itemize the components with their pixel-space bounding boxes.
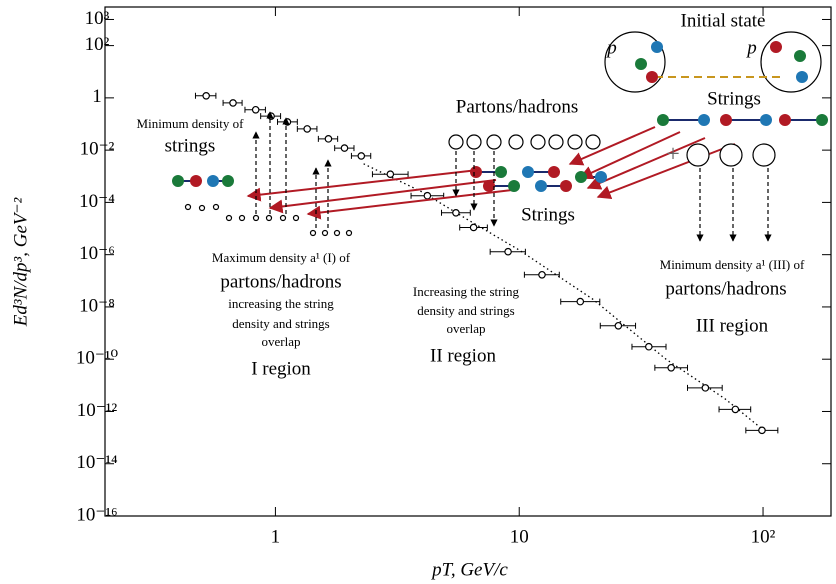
data-point — [324, 135, 333, 143]
data-point — [504, 247, 512, 256]
annotation: partons/hadrons — [220, 271, 341, 292]
data-point — [267, 112, 275, 120]
data-point — [538, 270, 546, 279]
annotation: Minimum density a¹ (III) of — [660, 257, 805, 272]
data-point — [452, 209, 460, 217]
y-tick-label: 10⁻² — [80, 138, 115, 159]
x-tick-label: 1 — [271, 526, 281, 547]
annotation: Maximum density a¹ (I) of — [212, 250, 351, 265]
annotation: overlap — [447, 321, 486, 336]
annotation: increasing the string — [228, 296, 334, 311]
y-tick-label: 10³ — [85, 8, 110, 29]
data-point — [701, 384, 710, 392]
annotation: overlap — [262, 334, 301, 349]
y-tick-label: 10⁻¹⁶ — [76, 504, 117, 525]
axes: 10³ 10² 1 10⁻² 10⁻⁴ 10⁻⁶ 10⁻⁸ 10⁻¹⁰ 10⁻¹² 10⁻¹⁴ 10… — [76, 7, 831, 547]
y-tick-label: 10⁻⁸ — [79, 295, 115, 316]
annotation: density and strings — [417, 303, 515, 318]
y-tick-label: 10⁻⁴ — [79, 191, 115, 212]
x-tick-label: 10² — [751, 526, 776, 547]
annotation: + — [666, 142, 680, 168]
data-point — [469, 223, 478, 232]
data-point — [340, 144, 349, 152]
data-point — [357, 152, 366, 160]
data-marks — [194, 91, 779, 435]
annotation: density and strings — [232, 316, 330, 331]
data-point — [386, 170, 395, 178]
annotation: Initial state — [681, 10, 766, 31]
y-tick-label: 10⁻¹⁰ — [76, 348, 119, 369]
data-point — [229, 99, 237, 107]
y-tick-label: 10² — [85, 34, 110, 55]
annotation: Strings — [521, 204, 575, 225]
annotation: Strings — [707, 88, 761, 109]
y-tick-label: 10⁻⁶ — [79, 243, 115, 264]
annotation: Increasing the string — [413, 284, 520, 299]
y-axis-label: Ed³N/dp³, GeV⁻² — [10, 197, 31, 327]
y-tick-label: 10⁻¹⁴ — [76, 452, 118, 473]
plot-frame — [104, 6, 832, 517]
annotation: p — [745, 37, 757, 58]
data-point — [303, 125, 311, 133]
data-point — [667, 363, 675, 372]
annotation: III region — [696, 315, 769, 336]
x-tick-label: 10 — [510, 526, 529, 547]
data-point — [283, 118, 292, 126]
x-axis-label: pT, GeV/c — [430, 559, 508, 580]
data-point — [731, 405, 740, 414]
data-point — [645, 342, 653, 351]
y-tick-label: 1 — [92, 86, 102, 107]
data-point — [202, 91, 210, 100]
annotation: Partons/hadrons — [456, 96, 578, 117]
annotation: I region — [251, 358, 311, 379]
annotation: p — [605, 37, 617, 58]
data-point — [576, 297, 585, 306]
annotation: II region — [430, 345, 496, 366]
diagram — [172, 31, 828, 242]
data-point — [758, 426, 766, 435]
y-tick-label: 10⁻¹² — [77, 400, 118, 421]
data-point — [614, 321, 623, 330]
annotation: partons/hadrons — [665, 278, 786, 299]
data-point — [251, 105, 260, 114]
annotation: Minimum density of — [137, 116, 245, 131]
data-point — [423, 191, 432, 200]
annotation: strings — [165, 135, 216, 156]
